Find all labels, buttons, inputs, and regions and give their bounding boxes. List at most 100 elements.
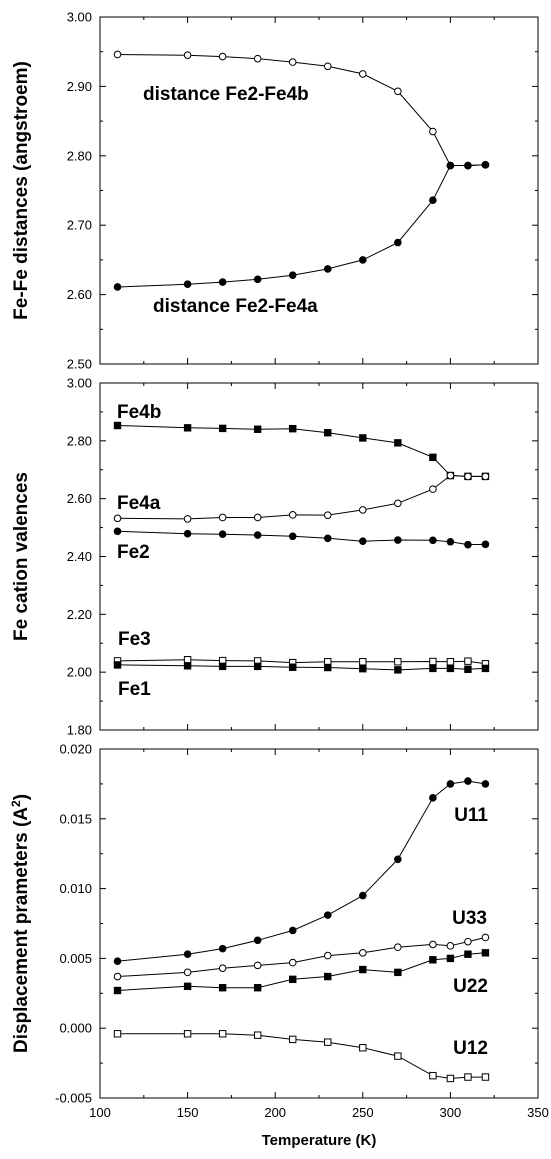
data-point-u33 xyxy=(464,937,472,946)
data-point-fe1 xyxy=(464,665,472,673)
bottom-x-tick-label: 300 xyxy=(440,1105,462,1120)
data-point-distance-fe2-fe4a xyxy=(464,161,472,170)
bottom-y-tick-label: 0.010 xyxy=(59,881,92,896)
bottom-y-axis-label: Displacement prameters (A2) xyxy=(9,794,32,1053)
data-point-fe2 xyxy=(288,532,297,541)
bottom-x-tick-label: 350 xyxy=(527,1105,549,1120)
top-y-tick-label: 2.70 xyxy=(67,218,92,233)
data-point-u11 xyxy=(481,780,490,788)
data-point-distance-fe2-fe4b xyxy=(394,87,402,96)
data-point-fe1 xyxy=(218,662,227,671)
data-point-u12 xyxy=(394,1052,402,1060)
bottom-y-tick-label: 0.000 xyxy=(59,1021,92,1036)
series-line-distance-fe2-fe4b xyxy=(117,54,486,166)
top-y-tick-label: 2.80 xyxy=(67,148,92,163)
bottom-panel: -0.005 0.000 0.005 0.010 0.015 0.020 100 150 200… xyxy=(9,742,549,1150)
data-point-fe4a xyxy=(183,515,192,523)
data-point-u11 xyxy=(288,926,297,935)
data-point-fe2 xyxy=(323,534,332,543)
data-point-fe4a xyxy=(218,513,227,522)
bottom-y-tick-label: 0.015 xyxy=(59,811,92,826)
data-point-u22 xyxy=(446,954,455,963)
data-point-u33 xyxy=(394,943,402,952)
data-point-fe2 xyxy=(464,540,472,549)
annotation-fe3: Fe3 xyxy=(118,629,151,650)
data-point-fe2 xyxy=(481,540,490,549)
data-point-fe2 xyxy=(359,537,367,545)
data-point-fe4b xyxy=(113,421,122,430)
data-point-u22 xyxy=(359,965,367,974)
data-point-fe4b xyxy=(359,434,367,442)
data-point-u33 xyxy=(446,942,455,950)
bottom-x-tick-label: 200 xyxy=(264,1105,286,1120)
data-point-fe1 xyxy=(253,662,262,671)
data-point-distance-fe2-fe4b xyxy=(288,58,297,66)
data-point-distance-fe2-fe4a xyxy=(394,238,402,247)
data-point-u33 xyxy=(288,958,297,967)
data-point-distance-fe2-fe4a xyxy=(113,283,122,291)
data-point-fe4a xyxy=(429,485,437,493)
data-point-fe3 xyxy=(464,657,472,665)
data-point-distance-fe2-fe4b xyxy=(218,52,227,61)
data-point-u11 xyxy=(359,891,367,900)
annotation-u33: U33 xyxy=(452,908,487,929)
bottom-y-tick-label: 0.005 xyxy=(59,951,92,966)
data-point-fe1 xyxy=(113,661,122,669)
top-y-tick-label: 3.00 xyxy=(67,10,92,25)
data-point-fe4a xyxy=(359,506,367,514)
data-point-fe3 xyxy=(429,657,437,666)
data-point-fe2 xyxy=(253,531,262,539)
data-point-fe1 xyxy=(289,663,297,671)
data-point-distance-fe2-fe4a xyxy=(359,256,367,264)
middle-panel: 1.80 2.00 2.20 2.40 2.60 2.80 3.00 Fe cation va… xyxy=(11,376,539,738)
data-point-u12 xyxy=(324,1038,332,1046)
data-point-u11 xyxy=(394,855,402,864)
data-point-u12 xyxy=(113,1030,122,1038)
series-line-u12 xyxy=(117,1033,486,1080)
data-point-fe4a xyxy=(446,471,455,480)
data-point-fe1 xyxy=(429,664,437,673)
data-point-u33 xyxy=(429,940,437,949)
data-point-u33 xyxy=(253,961,262,970)
annotation-u22: U22 xyxy=(453,976,488,997)
annotation-fe4a: Fe4a xyxy=(117,493,161,514)
data-point-u12 xyxy=(481,1073,490,1081)
data-point-distance-fe2-fe4a xyxy=(446,161,455,170)
data-point-fe4b xyxy=(324,429,332,437)
annotation-fe4b: Fe4b xyxy=(117,402,161,423)
data-point-fe4b xyxy=(218,424,227,433)
data-point-u22 xyxy=(464,950,472,958)
data-point-u33 xyxy=(481,933,490,942)
data-point-u22 xyxy=(253,984,262,992)
bottom-y-tick-label: 0.020 xyxy=(59,742,92,757)
data-point-distance-fe2-fe4a xyxy=(183,280,192,288)
top-y-axis-label: Fe-Fe distances (angstroem) xyxy=(11,61,32,320)
data-point-fe3 xyxy=(183,656,192,664)
data-point-distance-fe2-fe4a xyxy=(218,278,227,286)
data-point-u11 xyxy=(429,794,437,802)
data-point-fe4a xyxy=(253,513,262,522)
data-point-fe1 xyxy=(183,662,192,670)
data-point-fe2 xyxy=(183,529,192,538)
data-point-u11 xyxy=(183,950,192,959)
data-point-fe1 xyxy=(481,664,490,673)
data-point-u22 xyxy=(481,949,490,957)
middle-y-tick-label: 1.80 xyxy=(67,723,92,738)
data-point-fe2 xyxy=(446,537,455,546)
data-point-u22 xyxy=(113,986,122,995)
data-point-fe2 xyxy=(113,527,122,536)
data-point-fe4b xyxy=(183,424,192,432)
data-point-u22 xyxy=(183,982,192,991)
data-point-u12 xyxy=(464,1073,472,1081)
data-point-u33 xyxy=(359,949,367,957)
data-point-fe4a xyxy=(481,472,490,481)
middle-y-axis-label: Fe cation valences xyxy=(11,472,32,641)
data-point-fe4a xyxy=(113,514,122,523)
data-point-fe1 xyxy=(394,666,402,674)
data-point-fe1 xyxy=(446,664,455,673)
series-line-fe4b xyxy=(117,425,486,477)
data-point-u12 xyxy=(183,1030,192,1038)
data-point-fe4b xyxy=(394,439,402,447)
data-point-u33 xyxy=(113,972,122,981)
